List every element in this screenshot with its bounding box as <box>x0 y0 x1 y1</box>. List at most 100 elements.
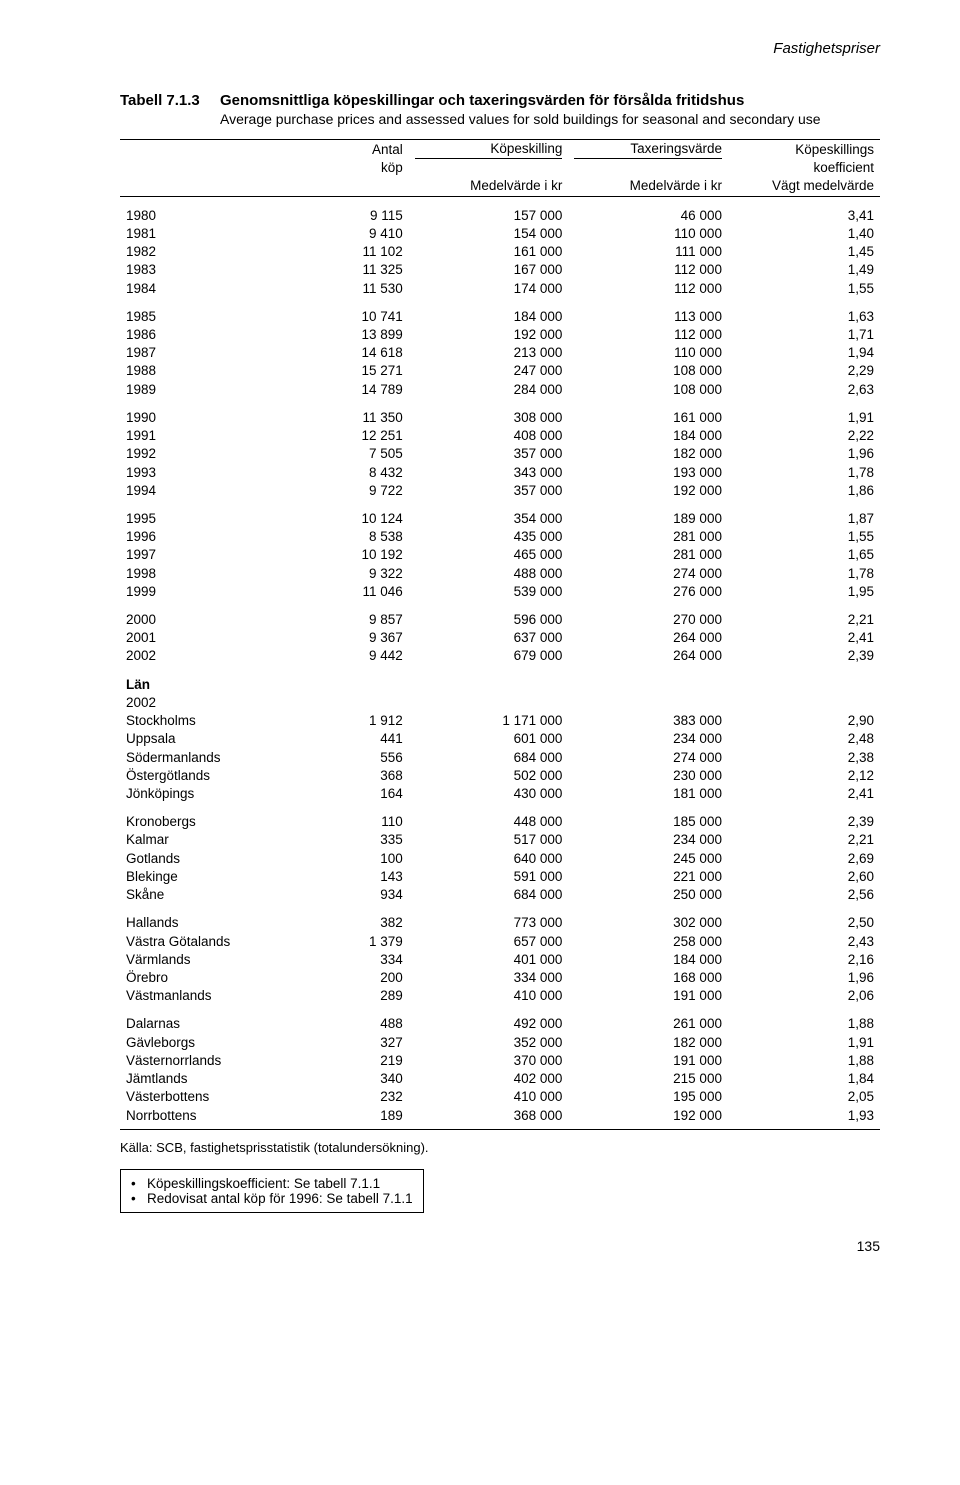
table-row: Västernorrlands219370 000191 0001,88 <box>120 1052 880 1070</box>
table-cell: 448 000 <box>409 803 569 831</box>
table-cell: 1998 <box>120 565 302 583</box>
table-cell: Västra Götalands <box>120 933 302 951</box>
table-cell: 1986 <box>120 326 302 344</box>
table-cell: 215 000 <box>568 1070 728 1088</box>
table-row: 198510 741184 000113 0001,63 <box>120 298 880 326</box>
table-cell: 1999 <box>120 583 302 601</box>
table-cell: 2,22 <box>728 427 880 445</box>
table-row: 19989 322488 000274 0001,78 <box>120 565 880 583</box>
table-cell: Västmanlands <box>120 987 302 1005</box>
table-row: 198815 271247 000108 0002,29 <box>120 362 880 380</box>
table-cell: 11 046 <box>302 583 408 601</box>
table-cell: 2,21 <box>728 831 880 849</box>
table-cell: 492 000 <box>409 1005 569 1033</box>
table-cell: 264 000 <box>568 647 728 665</box>
table-cell: 2000 <box>120 601 302 629</box>
table-row: Hallands382773 000302 0002,50 <box>120 904 880 932</box>
table-cell: 164 <box>302 785 408 803</box>
table-row: Västra Götalands1 379657 000258 0002,43 <box>120 933 880 951</box>
table-cell: 1,65 <box>728 546 880 564</box>
table-cell: 684 000 <box>409 886 569 904</box>
table-row: Kalmar335517 000234 0002,21 <box>120 831 880 849</box>
note-item: • Köpeskillingskoefficient: Se tabell 7.… <box>131 1176 413 1191</box>
table-cell: 2,43 <box>728 933 880 951</box>
table-cell: 11 350 <box>302 399 408 427</box>
table-cell: 2,05 <box>728 1088 880 1106</box>
table-cell: 11 102 <box>302 243 408 261</box>
table-cell: Västerbottens <box>120 1088 302 1106</box>
table-row: Jönköpings164430 000181 0002,41 <box>120 785 880 803</box>
table-cell: 182 000 <box>568 445 728 463</box>
table-row: 19819 410154 000110 0001,40 <box>120 225 880 243</box>
table-cell: 281 000 <box>568 546 728 564</box>
table-cell: 2,69 <box>728 850 880 868</box>
table-subtitle-row: Average purchase prices and assessed val… <box>120 111 880 127</box>
table-body: 19809 115157 00046 0003,4119819 410154 0… <box>120 196 880 1129</box>
table-cell: 191 000 <box>568 987 728 1005</box>
table-title-sv: Genomsnittliga köpeskillingar och taxeri… <box>220 92 744 109</box>
col-koeff-b: koefficient <box>728 159 880 177</box>
col-medel-1: Medelvärde i kr <box>409 177 569 196</box>
table-cell: 354 000 <box>409 500 569 528</box>
table-cell: 154 000 <box>409 225 569 243</box>
table-cell: 289 <box>302 987 408 1005</box>
col-vagt: Vägt medelvärde <box>728 177 880 196</box>
table-cell: 465 000 <box>409 546 569 564</box>
col-kopeskilling: Köpeskilling <box>409 140 569 160</box>
table-cell: 110 000 <box>568 344 728 362</box>
table-cell: 488 000 <box>409 565 569 583</box>
table-cell: 382 <box>302 904 408 932</box>
table-cell: 601 000 <box>409 730 569 748</box>
table-cell: Örebro <box>120 969 302 987</box>
table-cell: 110 000 <box>568 225 728 243</box>
table-cell: 108 000 <box>568 381 728 399</box>
table-cell: 46 000 <box>568 196 728 225</box>
data-table: Antal Köpeskilling Taxeringsvärde Köpesk… <box>120 139 880 1130</box>
table-cell: 200 <box>302 969 408 987</box>
table-cell: 2,90 <box>728 712 880 730</box>
table-cell: 9 442 <box>302 647 408 665</box>
notes-box: • Köpeskillingskoefficient: Se tabell 7.… <box>120 1169 424 1213</box>
table-cell: 1,96 <box>728 445 880 463</box>
table-cell: 14 618 <box>302 344 408 362</box>
table-cell: 281 000 <box>568 528 728 546</box>
table-cell: 100 <box>302 850 408 868</box>
table-cell: Norrbottens <box>120 1107 302 1130</box>
table-cell: 1,78 <box>728 565 880 583</box>
table-cell: 9 367 <box>302 629 408 647</box>
table-cell: 221 000 <box>568 868 728 886</box>
table-row: 199911 046539 000276 0001,95 <box>120 583 880 601</box>
table-title-en: Average purchase prices and assessed val… <box>220 111 821 127</box>
table-cell: 637 000 <box>409 629 569 647</box>
page-number: 135 <box>120 1238 880 1254</box>
table-row: 199510 124354 000189 0001,87 <box>120 500 880 528</box>
table-row: 199710 192465 000281 0001,65 <box>120 546 880 564</box>
table-cell: 10 741 <box>302 298 408 326</box>
table-cell: 1984 <box>120 280 302 298</box>
table-cell: 258 000 <box>568 933 728 951</box>
table-cell: 1,91 <box>728 399 880 427</box>
table-cell: 335 <box>302 831 408 849</box>
table-cell: 2,50 <box>728 904 880 932</box>
table-cell: 191 000 <box>568 1052 728 1070</box>
table-cell: 1996 <box>120 528 302 546</box>
table-cell: 1,55 <box>728 280 880 298</box>
table-cell: Gävleborgs <box>120 1034 302 1052</box>
table-cell: 1987 <box>120 344 302 362</box>
col-kop: köp <box>302 159 408 177</box>
table-cell: 15 271 <box>302 362 408 380</box>
table-cell: 1980 <box>120 196 302 225</box>
table-row: Stockholms1 9121 171 000383 0002,90 <box>120 712 880 730</box>
table-row: 19809 115157 00046 0003,41 <box>120 196 880 225</box>
table-cell: 1992 <box>120 445 302 463</box>
table-cell: 502 000 <box>409 767 569 785</box>
table-cell: 1,88 <box>728 1005 880 1033</box>
table-cell: 410 000 <box>409 1088 569 1106</box>
table-cell: 370 000 <box>409 1052 569 1070</box>
table-cell: 108 000 <box>568 362 728 380</box>
table-cell: 596 000 <box>409 601 569 629</box>
table-cell: 1 379 <box>302 933 408 951</box>
table-cell: 773 000 <box>409 904 569 932</box>
table-row: Uppsala441601 000234 0002,48 <box>120 730 880 748</box>
table-cell: 2,12 <box>728 767 880 785</box>
